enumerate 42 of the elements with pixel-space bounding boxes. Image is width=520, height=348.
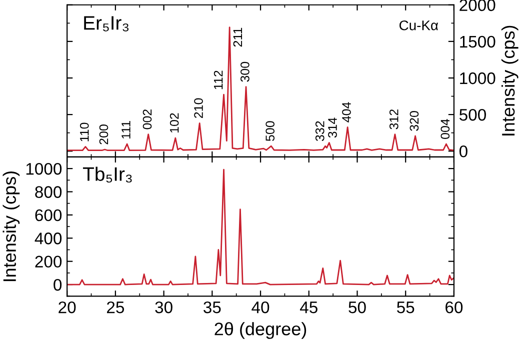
- x-tick-label: 60: [446, 301, 463, 314]
- y-tick-label: 200: [35, 256, 62, 268]
- y-tick-label: 800: [35, 186, 62, 198]
- annotation: 312: [389, 109, 398, 130]
- annotation: 332: [315, 121, 324, 142]
- x-tick-label: 20: [58, 301, 76, 314]
- y-tick-label: 0: [54, 278, 62, 291]
- annotation: 102: [170, 113, 179, 132]
- y-axis-title: Intensity (cps): [2, 171, 20, 282]
- annotation: 404: [342, 102, 351, 122]
- annotation: 002: [142, 109, 152, 130]
- annotation: 300: [240, 62, 250, 82]
- annotation: 314: [328, 118, 337, 138]
- chart-title: Er₅Ir₃: [84, 16, 129, 32]
- annotation: 110: [80, 122, 89, 142]
- line-series: [67, 168, 454, 286]
- x-axis-title: 2θ (degree): [214, 322, 306, 339]
- annotation: 211: [233, 28, 242, 47]
- x-tick-label: 55: [397, 302, 414, 314]
- y-tick-label: 1000: [26, 162, 62, 175]
- chart-title: Tb₅Ir₃: [82, 166, 132, 183]
- annotation: 500: [266, 121, 275, 141]
- y-axis-title: Intensity (cps): [501, 26, 518, 136]
- x-tick-label: 35: [204, 301, 221, 314]
- annotation: 112: [214, 70, 223, 90]
- annotation: 004: [440, 118, 450, 139]
- y-tick-label: 500: [459, 108, 486, 121]
- x-tick-label: 40: [252, 301, 270, 314]
- x-tick-label: 30: [155, 301, 172, 314]
- x-tick-label: 25: [107, 301, 124, 314]
- x-tick-label: 50: [348, 301, 366, 314]
- annotation: 320: [410, 111, 419, 131]
- x-tick-label: 45: [300, 302, 318, 314]
- y-tick-label: 600: [35, 209, 62, 222]
- annotation: 111: [122, 121, 130, 138]
- annotation: 210: [194, 98, 203, 118]
- y-tick-label: 0: [459, 146, 468, 158]
- y-tick-label: 400: [34, 232, 62, 244]
- annotation: Cu-Kα: [400, 20, 438, 30]
- y-tick-label: 1500: [460, 36, 496, 48]
- y-tick-label: 1000: [460, 72, 496, 84]
- annotation: 200: [99, 124, 108, 144]
